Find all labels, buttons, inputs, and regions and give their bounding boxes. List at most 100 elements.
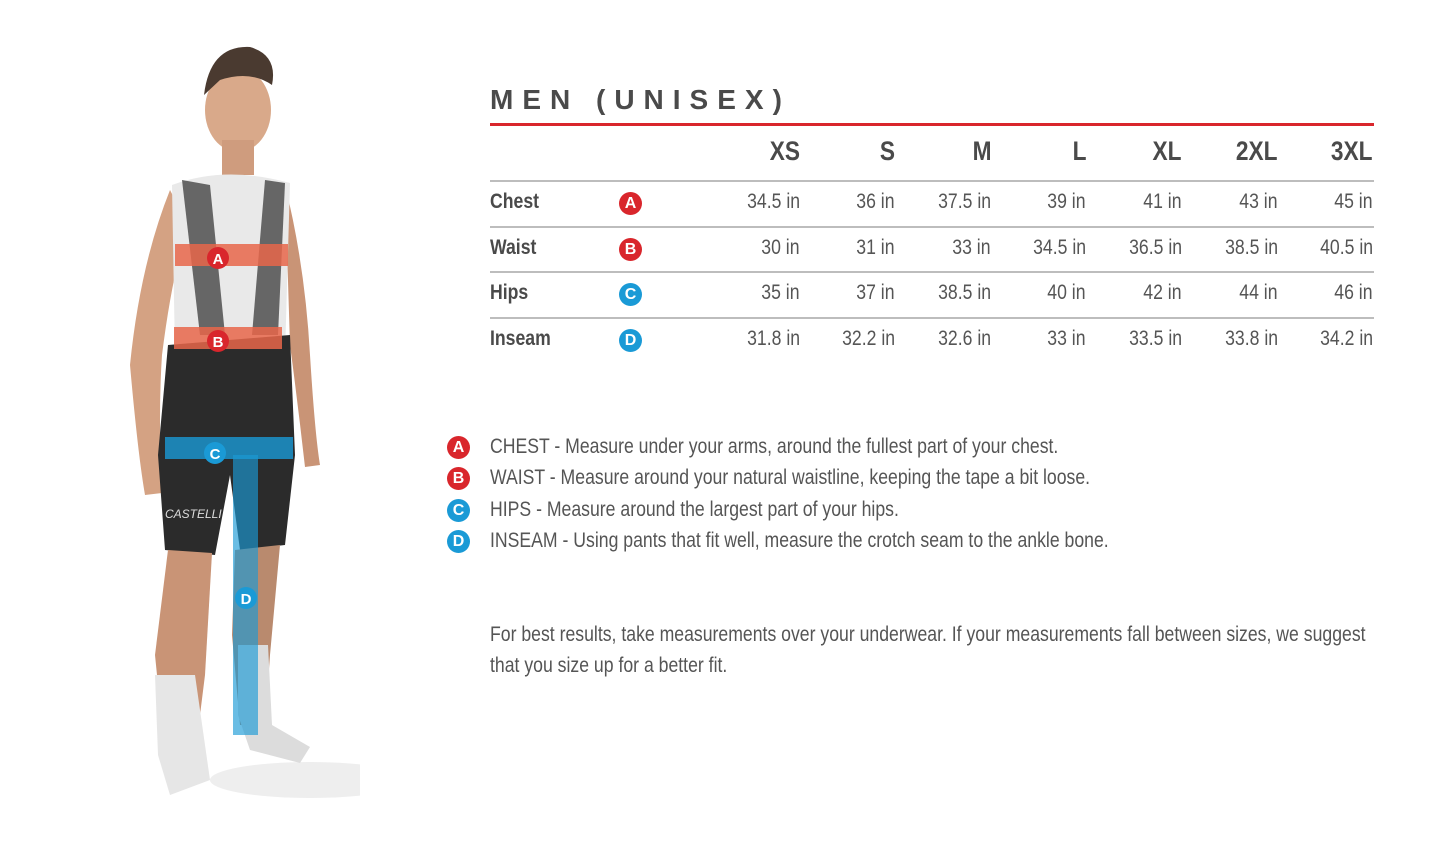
cell-value: 35 in	[761, 281, 800, 304]
table-cell: 33.5 in	[1072, 327, 1182, 351]
table-cell: 34.5 in	[976, 236, 1086, 260]
table-cell: 33 in	[881, 236, 991, 260]
note-text: For best results, take measurements over…	[490, 623, 1366, 646]
cell-value: 43 in	[1239, 190, 1278, 213]
legend-item: HIPS - Measure around the largest part o…	[490, 498, 977, 522]
size-header: 3XL	[1273, 136, 1373, 167]
chest-band	[175, 244, 288, 266]
table-cell: 34.2 in	[1263, 327, 1373, 351]
legend-badge-c: C	[447, 499, 470, 522]
note-line: that you size up for a better fit.	[490, 654, 773, 678]
cell-value: 32.6 in	[938, 327, 991, 350]
cell-value: 34.2 in	[1320, 327, 1373, 350]
legend-badge-d: D	[447, 530, 470, 553]
cell-value: 32.2 in	[842, 327, 895, 350]
cell-value: 33 in	[1047, 327, 1086, 350]
table-cell: 34.5 in	[690, 190, 800, 214]
table-cell: 39 in	[976, 190, 1086, 214]
table-cell: 36 in	[785, 190, 895, 214]
table-cell: 31 in	[785, 236, 895, 260]
table-cell: 35 in	[690, 281, 800, 305]
size-header: XL	[1082, 136, 1182, 167]
table-cell: 33 in	[976, 327, 1086, 351]
legend-badge-b: B	[447, 467, 470, 490]
title-divider	[490, 123, 1374, 126]
svg-text:A: A	[213, 251, 224, 268]
model-figure: CASTELLI A B C D	[130, 46, 360, 798]
cell-value: 41 in	[1143, 190, 1182, 213]
left-arm	[285, 185, 320, 467]
measure-badge-b: B	[619, 238, 642, 261]
hair	[204, 46, 274, 95]
size-header-label: M	[972, 136, 991, 166]
cell-value: 31 in	[856, 236, 895, 259]
cell-value: 37 in	[856, 281, 895, 304]
row-divider	[490, 317, 1374, 319]
table-cell: 40 in	[976, 281, 1086, 305]
cell-value: 31.8 in	[747, 327, 800, 350]
measure-badge-d: D	[619, 329, 642, 352]
table-cell: 46 in	[1263, 281, 1373, 305]
cell-value: 39 in	[1047, 190, 1086, 213]
table-cell: 44 in	[1168, 281, 1278, 305]
size-header-label: XS	[769, 136, 800, 166]
table-cell: 41 in	[1072, 190, 1182, 214]
table-cell: 40.5 in	[1263, 236, 1373, 260]
svg-text:D: D	[241, 591, 252, 608]
cell-value: 36 in	[856, 190, 895, 213]
cell-value: 40 in	[1047, 281, 1086, 304]
legend-item: WAIST - Measure around your natural wais…	[490, 466, 1204, 490]
row-label-text: Waist	[490, 236, 537, 259]
legend-text: INSEAM - Using pants that fit well, meas…	[490, 529, 1109, 552]
cell-value: 38.5 in	[1225, 236, 1278, 259]
figure-badge-c: C	[204, 442, 226, 464]
legend-text: CHEST - Measure under your arms, around …	[490, 435, 1059, 458]
size-header-label: XL	[1153, 136, 1182, 166]
figure-badge-d: D	[235, 587, 257, 609]
row-label: Chest	[490, 190, 548, 214]
size-header-label: S	[879, 136, 895, 166]
cell-value: 37.5 in	[938, 190, 991, 213]
size-header: S	[795, 136, 895, 167]
legend-text: WAIST - Measure around your natural wais…	[490, 466, 1091, 489]
measure-badge-a: A	[619, 192, 642, 215]
cell-value: 33 in	[952, 236, 991, 259]
legend-badge-a: A	[447, 436, 470, 459]
size-header: M	[891, 136, 991, 167]
legend-text: HIPS - Measure around the largest part o…	[490, 498, 899, 521]
table-cell: 31.8 in	[690, 327, 800, 351]
cell-value: 45 in	[1334, 190, 1373, 213]
table-cell: 36.5 in	[1072, 236, 1182, 260]
head	[205, 68, 271, 152]
row-label: Waist	[490, 236, 545, 260]
table-cell: 37 in	[785, 281, 895, 305]
legend-item: CHEST - Measure under your arms, around …	[490, 435, 1167, 459]
cell-value: 33.5 in	[1129, 327, 1182, 350]
table-cell: 45 in	[1263, 190, 1373, 214]
table-cell: 38.5 in	[1168, 236, 1278, 260]
cell-value: 46 in	[1334, 281, 1373, 304]
cell-value: 30 in	[761, 236, 800, 259]
row-label-text: Chest	[490, 190, 540, 213]
row-label: Inseam	[490, 327, 562, 351]
table-cell: 33.8 in	[1168, 327, 1278, 351]
floor-shadow	[210, 762, 360, 798]
shorts-logo: CASTELLI	[165, 507, 222, 521]
cell-value: 33.8 in	[1225, 327, 1278, 350]
page-title: MEN (UNISEX)	[490, 84, 791, 115]
note-line: For best results, take measurements over…	[490, 623, 1445, 647]
svg-text:B: B	[213, 334, 224, 351]
row-label-text: Inseam	[490, 327, 551, 350]
figure-badge-b: B	[207, 330, 229, 352]
table-cell: 32.6 in	[881, 327, 991, 351]
size-header: 2XL	[1178, 136, 1278, 167]
table-cell: 42 in	[1072, 281, 1182, 305]
row-divider	[490, 180, 1374, 182]
cell-value: 42 in	[1143, 281, 1182, 304]
figure-badge-a: A	[207, 247, 229, 269]
hips-band	[165, 437, 293, 459]
measure-badge-c: C	[619, 283, 642, 306]
table-cell: 30 in	[690, 236, 800, 260]
neck	[222, 140, 254, 175]
row-label: Hips	[490, 281, 536, 305]
